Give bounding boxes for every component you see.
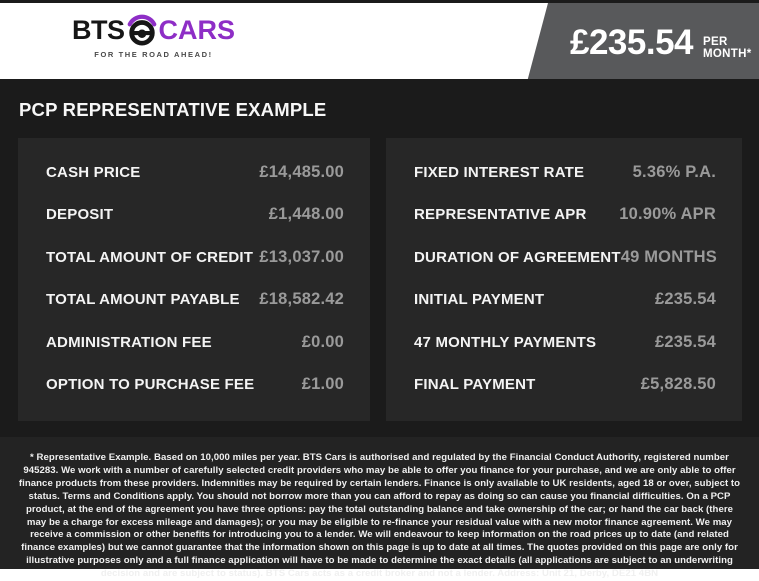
- row-value: 10.90% APR: [619, 205, 716, 224]
- table-row: REPRESENTATIVE APR 10.90% APR: [386, 194, 742, 237]
- table-row: CASH PRICE £14,485.00: [18, 151, 370, 194]
- row-value: 49 MONTHS: [620, 247, 717, 266]
- monthly-price-period: PER MONTH*: [703, 35, 752, 60]
- row-label: REPRESENTATIVE APR: [414, 206, 587, 224]
- row-label: DEPOSIT: [46, 206, 114, 224]
- row-label: FIXED INTEREST RATE: [414, 163, 585, 181]
- table-row: DURATION OF AGREEMENT 49 MONTHS: [386, 236, 742, 279]
- finance-table-right: FIXED INTEREST RATE 5.36% P.A. REPRESENT…: [386, 138, 742, 421]
- table-row: TOTAL AMOUNT PAYABLE £18,582.42: [18, 279, 370, 322]
- logo-text-cars: CARS: [158, 14, 236, 45]
- monthly-price-amount: £235.54: [570, 22, 694, 62]
- row-value: £0.00: [301, 332, 344, 351]
- row-value: £1,448.00: [268, 205, 344, 224]
- row-value: £5,828.50: [640, 375, 716, 394]
- row-label: TOTAL AMOUNT OF CREDIT: [46, 248, 254, 266]
- steering-wheel-icon: [127, 14, 156, 46]
- table-row: DEPOSIT £1,448.00: [18, 194, 370, 237]
- top-border-strip: [0, 0, 759, 3]
- row-value: £235.54: [654, 332, 716, 351]
- row-label: INITIAL PAYMENT: [414, 291, 545, 309]
- row-value: £13,037.00: [259, 247, 344, 266]
- logo-tagline: FOR THE ROAD AHEAD!: [94, 50, 213, 59]
- row-value: £14,485.00: [259, 162, 344, 181]
- row-value: 5.36% P.A.: [632, 162, 716, 181]
- table-row: OPTION TO PURCHASE FEE £1.00: [18, 364, 370, 407]
- row-label: DURATION OF AGREEMENT: [414, 248, 621, 266]
- table-row: TOTAL AMOUNT OF CREDIT £13,037.00: [18, 236, 370, 279]
- monthly-price-banner: £235.54 PER MONTH*: [527, 3, 759, 82]
- logo-text-bts: BTS: [72, 14, 125, 45]
- row-label: OPTION TO PURCHASE FEE: [46, 376, 255, 394]
- table-row: FINAL PAYMENT £5,828.50: [386, 364, 742, 407]
- row-value: £235.54: [654, 290, 716, 309]
- disclaimer-section: * Representative Example. Based on 10,00…: [0, 437, 759, 579]
- disclaimer-text: * Representative Example. Based on 10,00…: [18, 452, 741, 580]
- bts-cars-logo[interactable]: BTS CARS FOR THE ROAD AHEAD!: [72, 13, 235, 59]
- header: BTS CARS FOR THE ROAD AHEAD! £235.54 PER…: [0, 3, 759, 82]
- table-row: 47 MONTHLY PAYMENTS £235.54: [386, 321, 742, 364]
- table-row: ADMINISTRATION FEE £0.00: [18, 321, 370, 364]
- row-label: TOTAL AMOUNT PAYABLE: [46, 291, 240, 309]
- finance-example-section: PCP REPRESENTATIVE EXAMPLE CASH PRICE £1…: [0, 79, 759, 579]
- row-label: 47 MONTHLY PAYMENTS: [414, 333, 597, 351]
- row-label: ADMINISTRATION FEE: [46, 333, 212, 351]
- table-row: INITIAL PAYMENT £235.54: [386, 279, 742, 322]
- row-label: FINAL PAYMENT: [414, 376, 536, 394]
- row-label: CASH PRICE: [46, 163, 141, 181]
- row-value: £1.00: [301, 375, 344, 394]
- row-value: £18,582.42: [259, 290, 344, 309]
- logo-wordmark: BTS CARS: [72, 13, 235, 47]
- page-title: PCP REPRESENTATIVE EXAMPLE: [19, 99, 327, 120]
- table-row: FIXED INTEREST RATE 5.36% P.A.: [386, 151, 742, 194]
- finance-table-left: CASH PRICE £14,485.00 DEPOSIT £1,448.00 …: [18, 138, 370, 421]
